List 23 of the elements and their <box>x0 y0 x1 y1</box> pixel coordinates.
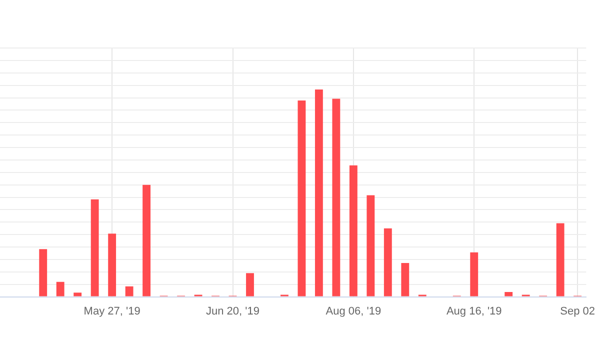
bar <box>56 282 64 296</box>
bar <box>74 292 82 296</box>
bar <box>142 184 151 296</box>
bar <box>470 252 478 296</box>
bar <box>504 292 513 296</box>
x-tick-label: Aug 16, '19 <box>446 305 502 318</box>
bar <box>556 223 564 296</box>
bar <box>298 100 306 296</box>
bar <box>39 249 48 296</box>
bar <box>384 228 392 296</box>
bar <box>246 273 254 296</box>
bar <box>349 165 358 296</box>
bar <box>90 199 99 296</box>
bar <box>332 98 340 296</box>
bar <box>125 286 134 296</box>
x-tick-label: Jun 20, '19 <box>206 305 260 318</box>
x-tick-label: Aug 06, '19 <box>326 305 382 318</box>
bar <box>108 234 116 296</box>
x-tick-label: May 27, '19 <box>84 305 140 318</box>
bar <box>366 195 375 296</box>
bar <box>401 263 410 296</box>
x-tick-label: Sep 02 <box>560 305 596 318</box>
bar <box>314 89 323 296</box>
